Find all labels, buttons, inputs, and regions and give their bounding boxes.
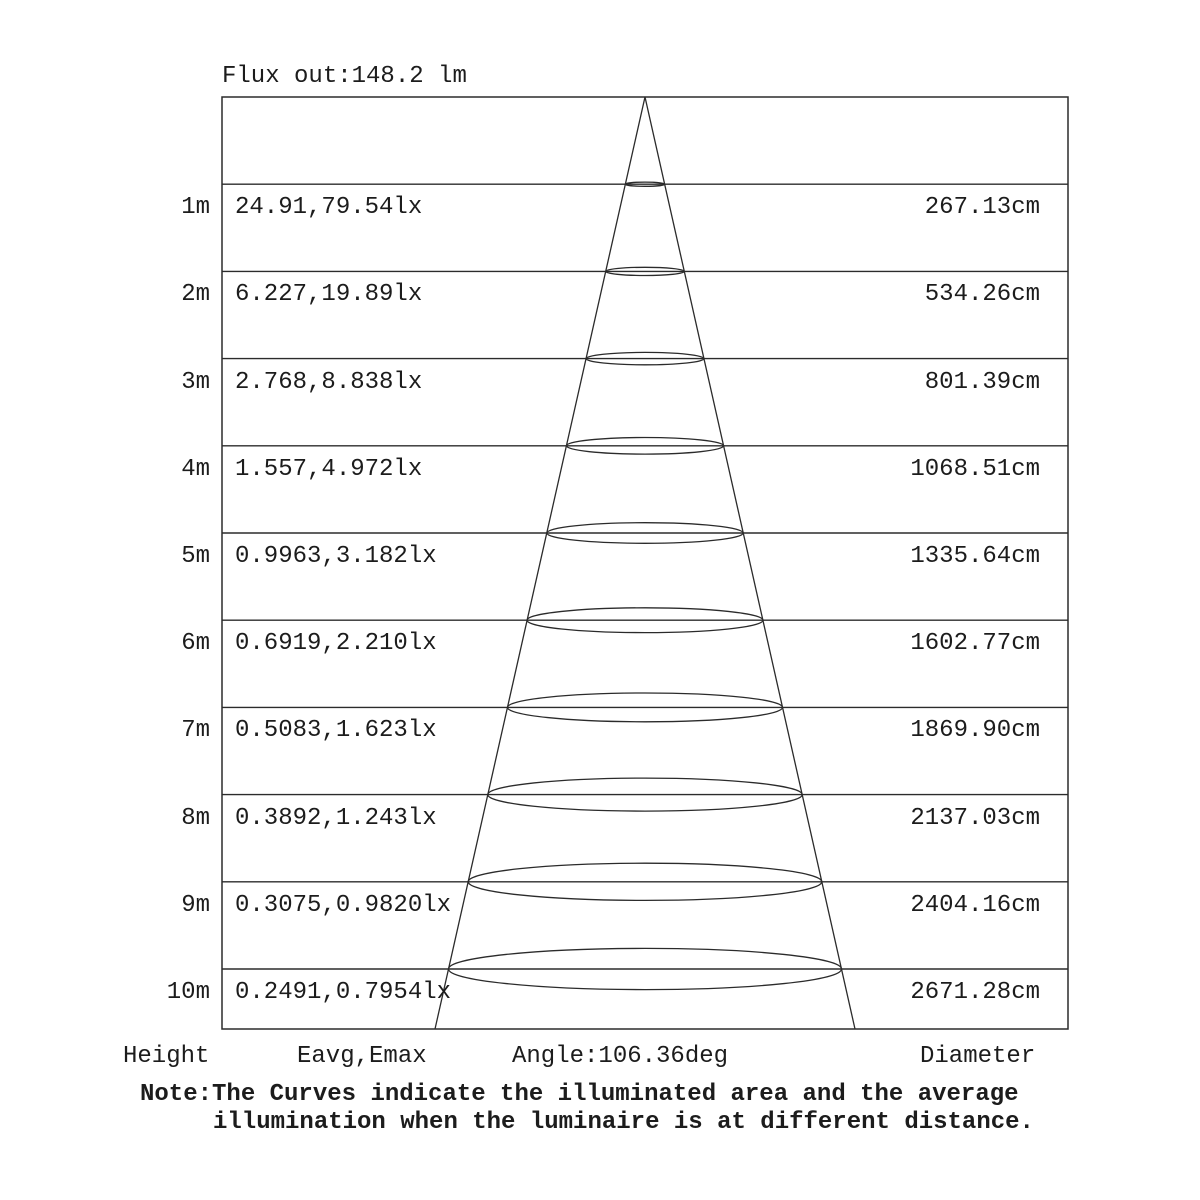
row-height-label: 2m	[181, 281, 210, 308]
row-diameter-value: 801.39cm	[924, 369, 1040, 396]
row-height-label: 4m	[181, 456, 210, 483]
row-eavg-emax-value: 0.5083,1.623lx	[235, 717, 437, 744]
row-height-label: 5m	[181, 543, 210, 570]
row-height-label: 10m	[166, 979, 210, 1006]
illumination-ellipse	[585, 351, 705, 366]
illumination-ellipse	[565, 436, 725, 455]
illumination-ellipse	[624, 181, 666, 187]
row-height-label: 6m	[181, 630, 210, 657]
row-eavg-emax-value: 6.227,19.89lx	[235, 281, 423, 308]
row-diameter-value: 1068.51cm	[910, 456, 1040, 483]
row-eavg-emax-value: 1.557,4.972lx	[235, 456, 423, 483]
row-height-label: 9m	[181, 892, 210, 919]
row-eavg-emax-value: 2.768,8.838lx	[235, 369, 423, 396]
row-divider-lines	[222, 183, 1068, 970]
illumination-ellipse	[605, 266, 685, 277]
note-line-2: illumination when the luminaire is at di…	[213, 1109, 1034, 1136]
row-eavg-emax-value: 0.3892,1.243lx	[235, 805, 437, 832]
illumination-ellipses	[447, 181, 843, 991]
cone-left-edge	[434, 96, 646, 1030]
footer-height-label: Height	[123, 1043, 210, 1070]
note-line-1: Note:The Curves indicate the illuminated…	[140, 1081, 1019, 1108]
row-diameter-value: 2404.16cm	[910, 892, 1040, 919]
footer-eavg-emax-label: Eavg,Emax	[297, 1043, 427, 1070]
illumination-ellipse	[447, 947, 843, 991]
row-eavg-emax-value: 24.91,79.54lx	[235, 194, 423, 221]
row-diameter-value: 1869.90cm	[910, 717, 1040, 744]
illumination-ellipse	[546, 522, 744, 544]
row-diameter-value: 1335.64cm	[910, 543, 1040, 570]
row-eavg-emax-value: 0.3075,0.9820lx	[235, 892, 452, 919]
illumination-ellipse	[487, 777, 803, 812]
row-eavg-emax-value: 0.6919,2.210lx	[235, 630, 437, 657]
row-height-label: 8m	[181, 805, 210, 832]
row-diameter-value: 534.26cm	[924, 281, 1040, 308]
row-height-label: 3m	[181, 369, 210, 396]
row-diameter-value: 267.13cm	[924, 194, 1040, 221]
illumination-ellipse	[506, 692, 784, 723]
illumination-ellipse	[526, 607, 764, 634]
row-height-label: 7m	[181, 717, 210, 744]
row-eavg-emax-value: 0.9963,3.182lx	[235, 543, 437, 570]
row-eavg-emax-value: 0.2491,0.7954lx	[235, 979, 452, 1006]
illumination-ellipse	[467, 862, 823, 902]
row-height-label: 1m	[181, 194, 210, 221]
footer-angle-label: Angle:106.36deg	[512, 1043, 729, 1070]
row-diameter-value: 2671.28cm	[910, 979, 1040, 1006]
row-diameter-value: 2137.03cm	[910, 805, 1040, 832]
row-diameter-value: 1602.77cm	[910, 630, 1040, 657]
footer-diameter-label: Diameter	[920, 1043, 1036, 1070]
chart-title: Flux out:148.2 lm	[222, 63, 467, 90]
cone-right-edge	[644, 96, 856, 1030]
